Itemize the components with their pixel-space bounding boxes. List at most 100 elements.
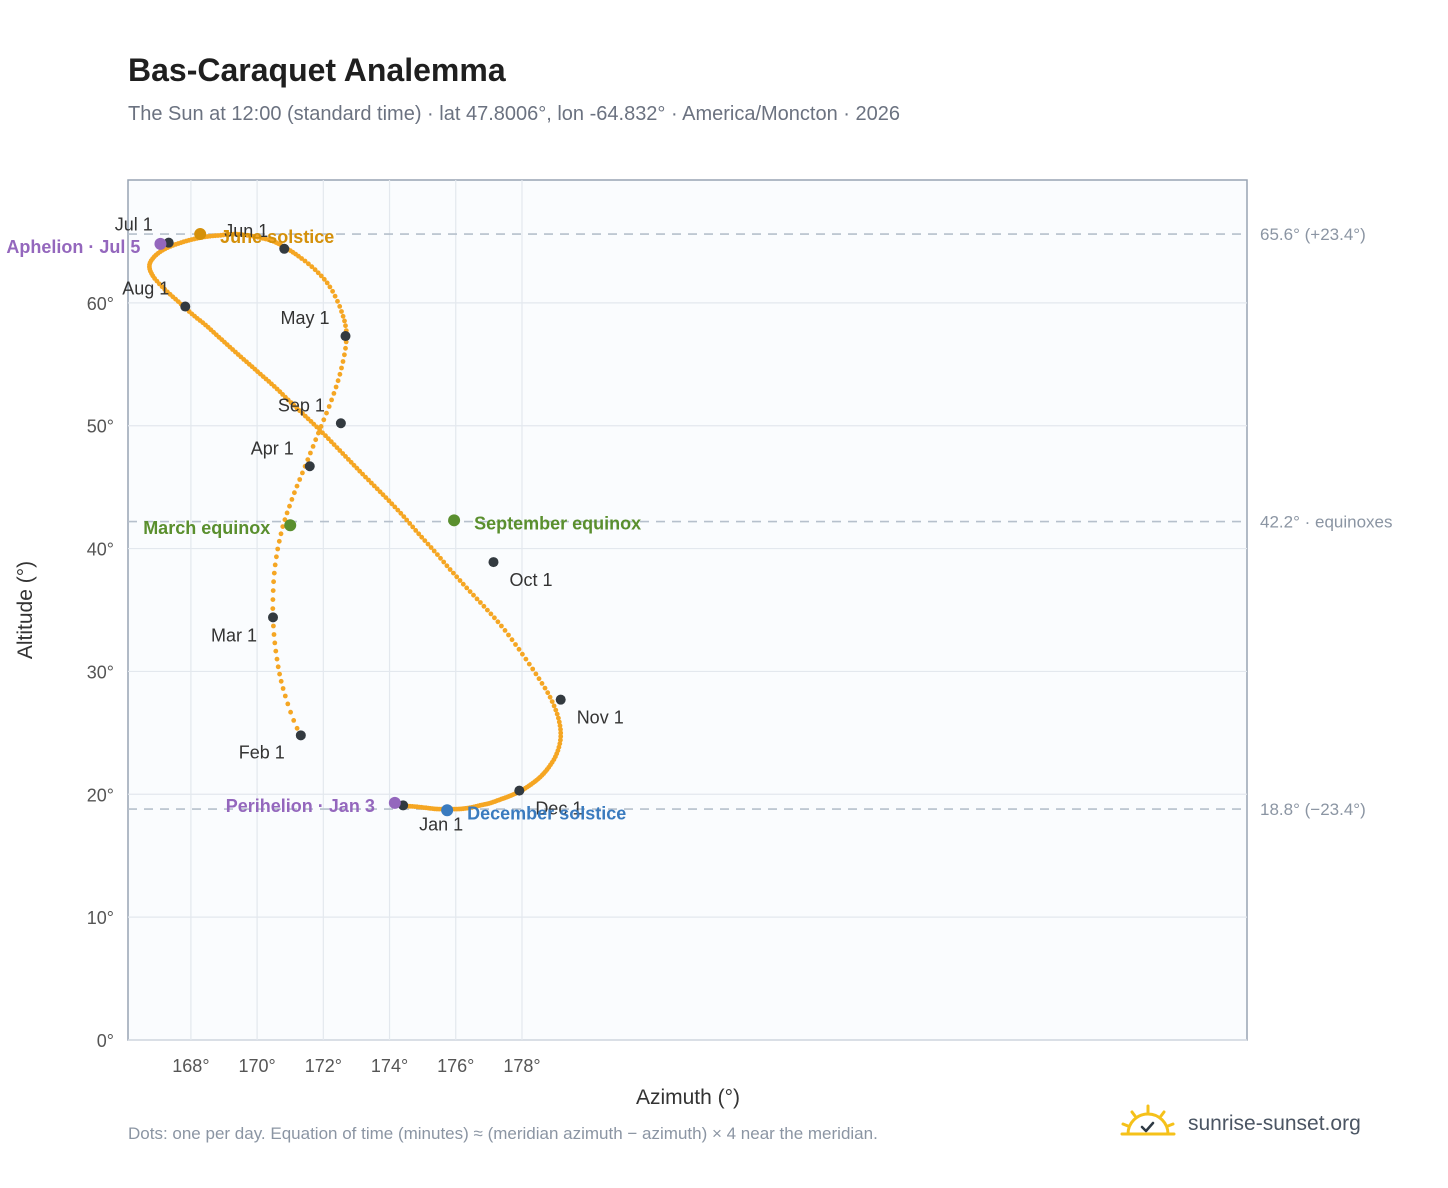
day-dot [323, 433, 328, 439]
day-dot [371, 483, 377, 489]
day-dot [474, 596, 480, 602]
day-dot [549, 699, 555, 704]
day-dot [324, 280, 330, 286]
special-point [284, 519, 297, 532]
day-dot [342, 352, 347, 358]
day-dot [271, 579, 276, 585]
day-dot [536, 676, 542, 682]
day-dot [499, 623, 504, 629]
month-label: May 1 [280, 308, 329, 328]
day-dot [284, 510, 290, 516]
special-label: Aphelion · Jul 5 [6, 237, 140, 257]
day-dot [334, 445, 340, 450]
day-dot [270, 597, 276, 602]
day-dot [326, 404, 332, 409]
day-dot [277, 671, 282, 677]
x-tick-label: 172° [305, 1056, 342, 1076]
day-dot [278, 531, 284, 537]
day-dot [374, 486, 380, 492]
day-dot [558, 737, 563, 743]
day-dot [342, 318, 347, 324]
brand[interactable]: sunrise-sunset.org [1120, 1104, 1361, 1144]
day-dot [321, 417, 327, 423]
day-dot [392, 504, 398, 510]
day-dot [306, 261, 311, 267]
plot-background [127, 179, 1248, 1041]
month-label: Jun 1 [224, 221, 268, 241]
day-dot [516, 646, 522, 652]
month-label: Apr 1 [251, 438, 294, 458]
month-point [304, 461, 315, 472]
day-dot [478, 600, 483, 605]
day-dot [333, 384, 339, 390]
month-point [180, 301, 191, 312]
day-dot [410, 524, 416, 530]
month-point [340, 331, 351, 342]
grid [128, 180, 1247, 1041]
day-dot [292, 490, 297, 496]
day-dot [369, 480, 374, 486]
day-dot [451, 570, 456, 576]
day-dot [326, 436, 331, 442]
month-point [514, 785, 525, 796]
day-dot [276, 538, 282, 544]
day-dot [557, 723, 563, 729]
day-dot [422, 538, 428, 543]
day-dot [346, 457, 351, 462]
y-tick-label: 40° [87, 540, 114, 560]
x-axis-label: Azimuth (°) [636, 1086, 740, 1109]
day-dot [316, 430, 321, 436]
day-dot [488, 611, 494, 617]
day-dot [530, 666, 536, 672]
month-label: Jan 1 [419, 814, 463, 834]
x-tick-label: 168° [172, 1056, 209, 1076]
day-dot [278, 678, 284, 684]
day-dot [495, 619, 501, 625]
day-dot [289, 497, 295, 502]
day-dot [389, 501, 395, 507]
day-dot [343, 323, 348, 329]
day-dot [313, 437, 319, 443]
day-dot [554, 711, 560, 717]
day-dot [270, 606, 276, 611]
month-label: Oct 1 [509, 570, 552, 590]
day-dot [485, 607, 490, 613]
axis-ticks: 168° 170° 172° 174° 176° 178° 0° 10° 20° 30° 40° 50… [87, 294, 541, 1076]
day-dot [315, 270, 321, 276]
y-tick-label: 20° [87, 785, 114, 805]
day-dot [328, 439, 334, 445]
month-label: Feb 1 [239, 742, 285, 762]
y-axis-label: Altitude (°) [14, 561, 37, 659]
day-dot [428, 545, 434, 550]
day-dot [558, 730, 564, 736]
day-dot [416, 531, 422, 537]
reference-line-label: 18.8° (−23.4°) [1260, 800, 1366, 819]
day-dot [551, 703, 557, 709]
special-label: June solstice [220, 227, 334, 247]
y-tick-label: 30° [87, 662, 114, 682]
day-dot [274, 656, 280, 662]
day-dot [395, 507, 401, 513]
day-dot [274, 554, 279, 560]
special-point [194, 228, 207, 241]
day-dot [294, 725, 300, 731]
day-dot [547, 694, 553, 700]
day-dot [300, 470, 305, 476]
day-dot [464, 585, 470, 591]
month-point [488, 557, 499, 568]
reference-lines: 65.6° (+23.4°) 42.2° · equinoxes 18.8° (−2… [128, 225, 1393, 819]
day-dot [275, 546, 281, 552]
chart-subtitle: The Sun at 12:00 (standard time) · lat 4… [128, 103, 900, 125]
day-dot [425, 541, 431, 547]
day-dot [273, 648, 279, 654]
day-dot [357, 468, 363, 474]
day-dot [386, 498, 392, 504]
day-dot [294, 483, 300, 489]
reference-line-label: 65.6° (+23.4°) [1260, 225, 1366, 244]
brand-name[interactable]: sunrise-sunset.org [1188, 1112, 1361, 1135]
day-dot [526, 661, 532, 667]
day-dot [506, 632, 511, 638]
special-label: December solstice [467, 803, 626, 823]
day-dot [302, 258, 308, 264]
